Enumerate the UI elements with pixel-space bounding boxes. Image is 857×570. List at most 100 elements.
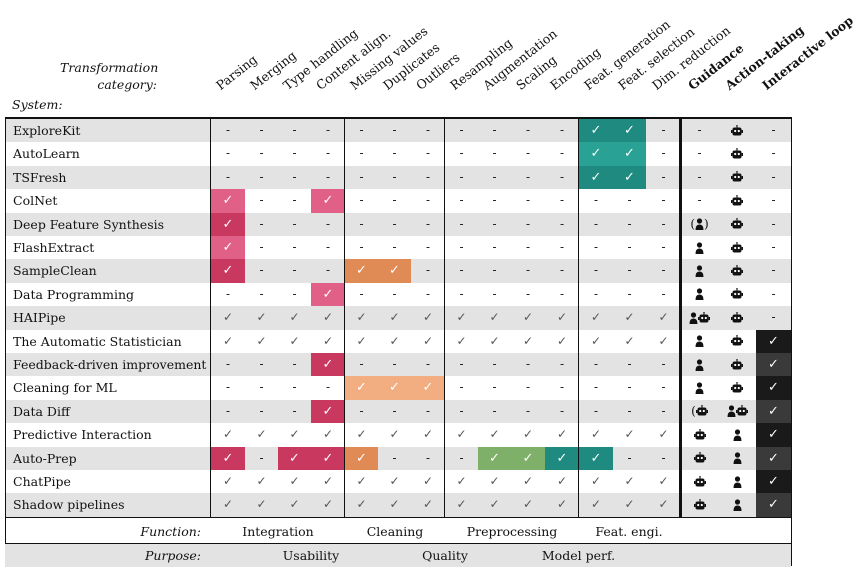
check-mark: ✓ [590,497,602,512]
dash-cell: - [425,123,431,137]
table-row: FlashExtract ✓ - - - - - - - - - - - - - - [5,236,791,260]
system-name: AutoLearn [13,146,80,162]
check-mark: ✓ [256,333,267,348]
check-mark: ✓ [624,310,635,325]
check-mark: ✓ [590,333,602,348]
purpose-row-group: Quality [422,547,468,563]
check-mark-highlighted: ✓ [378,259,411,283]
check-mark: ✓ [522,497,534,512]
dash-cell: - [325,123,331,137]
check-mark: ✓ [222,333,234,348]
dash-cell: - [697,146,702,161]
automation-divider [679,119,682,517]
dash-cell: - [627,240,632,254]
person-icon [681,283,718,306]
dash-cell: - [225,357,231,371]
dash-cell: - [325,169,331,184]
person-icon [718,447,756,470]
dash-cell: - [525,240,531,254]
dash-cell: - [459,193,464,208]
dash-cell: - [697,193,702,208]
table-row: ExploreKit - - - - - - - - - - - ✓ ✓ - - - [5,119,791,143]
dash-cell: - [225,403,231,418]
check-mark: ✓ [556,333,568,348]
system-name: SampleClean [13,263,97,279]
person-robot-icon [681,306,718,329]
check-mark: ✓ [624,333,635,348]
dash-cell: - [593,357,599,371]
corner-category-line2: category: [97,77,157,92]
dash-cell: - [459,240,464,254]
person-icon [718,423,756,446]
dash-cell: - [525,263,531,278]
dash-cell: - [492,216,497,231]
dash-cell: - [359,357,364,371]
check-mark-highlighted: ✓ [211,236,245,260]
dash-cell: - [492,286,497,301]
corner-system-label: System: [12,97,63,112]
check-mark-highlighted: ✓ [211,446,245,470]
dash-cell: - [661,240,666,254]
table-row: Predictive Interaction ✓ ✓ ✓ ✓ ✓ ✓ ✓ ✓ ✓ ✓ ✓ ✓ ✓ ✓ ✓ [5,423,791,447]
check-mark-highlighted: ✓ [579,142,613,166]
check-mark: ✓ [289,427,300,442]
dash-cell: - [697,169,702,184]
table-row: Deep Feature Synthesis ✓ - - - - - - - - - - - - -() - [5,212,791,236]
check-mark-highlighted: ✓ [345,376,378,400]
person-robot-icon [718,400,756,423]
dash-cell: - [392,123,397,137]
table-row: Auto-Prep ✓ - ✓ ✓ ✓ - - - ✓ ✓ ✓ ✓ - - ✓ [5,446,791,470]
group-divider [344,119,345,517]
dash-cell: - [661,357,666,371]
table-bottom-rule [5,516,791,519]
dash-cell: - [771,146,776,161]
dash-cell: - [425,263,431,278]
system-name: Cleaning for ML [13,380,117,396]
dash-cell: - [525,146,531,161]
check-mark: ✓ [322,427,334,442]
dash-cell: - [492,240,497,254]
check-mark: ✓ [422,497,434,512]
check-mark: ✓ [356,497,367,512]
check-mark-highlighted: ✓ [756,329,791,353]
check-mark: ✓ [556,427,568,442]
purpose-row-group: Usability [282,547,340,563]
dash-cell: - [525,357,531,371]
dash-cell: - [292,403,297,418]
dash-cell: - [593,286,599,301]
dash-cell: - [661,123,666,137]
check-mark: ✓ [222,310,234,325]
dash-cell: - [627,286,632,301]
table-left-border [5,117,6,566]
check-mark: ✓ [658,497,669,512]
dash-cell: - [525,169,531,184]
dash-cell: - [559,146,565,161]
dash-cell: - [593,263,599,278]
dash-cell: - [492,169,497,184]
dash-cell: - [459,403,464,418]
check-mark: ✓ [556,474,568,488]
system-name: Data Programming [13,286,135,302]
dash-cell: - [492,380,497,395]
check-mark: ✓ [356,474,367,488]
check-mark-highlighted: ✓ [345,259,378,283]
check-mark: ✓ [389,310,400,325]
dash-cell: - [259,169,264,184]
dash-cell: - [661,286,666,301]
dash-cell: - [559,380,565,395]
dash-cell: - [292,216,297,231]
table-row: TSFresh - - - - - - - - - - - ✓ ✓ - - - [5,165,791,190]
dash-cell: - [459,169,464,184]
robot-icon [718,189,756,212]
dash-cell: - [559,263,565,278]
dash-cell: - [627,357,632,371]
dash-cell: - [525,193,531,208]
dash-cell: - [225,169,231,184]
dash-cell: - [525,403,531,418]
dash-cell: - [392,357,397,371]
dash-cell: - [225,380,231,395]
check-mark: ✓ [356,310,367,325]
dash-cell: - [525,380,531,395]
check-mark: ✓ [456,497,467,512]
function-row-label: Function: [140,523,201,539]
